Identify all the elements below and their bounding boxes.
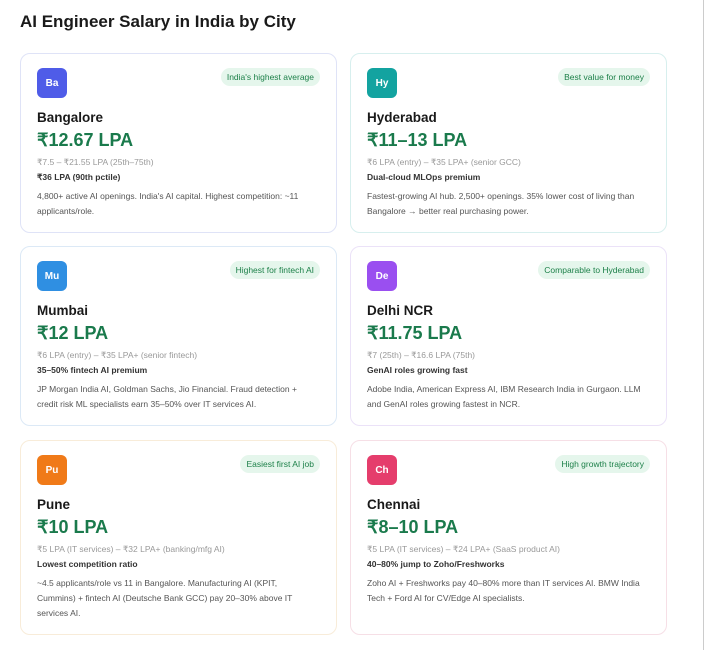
highlight: GenAI roles growing fast [367,365,468,375]
description: Adobe India, American Express AI, IBM Re… [367,384,641,409]
city-card: Ba India's highest average Bangalore ₹12.67… [20,53,337,233]
salary: ₹11–13 LPA [367,130,468,150]
city-badge: Highest for fintech AI [229,261,320,279]
description: 4,800+ active AI openings. India's AI ca… [37,191,299,216]
city-avatar: Pu [37,455,67,485]
description: Fastest-growing AI hub. 2,500+ openings.… [367,191,635,216]
highlight: ₹36 LPA (90th pctile) [37,172,121,182]
highlight: Dual-cloud MLOps premium [367,172,481,182]
salary-range: ₹6 LPA (entry) – ₹35 LPA+ (senior GCC) [367,157,521,167]
city-avatar: De [367,261,397,291]
city-name: Delhi NCR [367,303,434,318]
salary: ₹11.75 LPA [367,323,463,343]
salary-range: ₹5 LPA (IT services) – ₹24 LPA+ (SaaS pr… [367,544,560,554]
city-badge: High growth trajectory [555,455,650,473]
salary-range: ₹6 LPA (entry) – ₹35 LPA+ (senior fintec… [37,350,198,360]
city-avatar: Mu [37,261,67,291]
city-card: Hy Best value for money Hyderabad ₹11–13 LP… [350,53,667,233]
salary-range: ₹7 (25th) – ₹16.6 LPA (75th) [367,350,475,360]
city-name: Chennai [367,497,421,512]
description: ~4.5 applicants/role vs 11 in Bangalore.… [37,578,293,618]
city-badge: India's highest average [220,68,320,86]
city-name: Bangalore [37,110,104,125]
city-badge: Easiest first AI job [240,455,320,473]
salary-range: ₹5 LPA (IT services) – ₹32 LPA+ (banking… [37,544,225,554]
salary: ₹10 LPA [37,517,109,537]
city-avatar: Hy [367,68,397,98]
city-card: Ch High growth trajectory Chennai ₹8–10 LPA… [350,440,667,635]
city-badge: Comparable to Hyderabad [538,261,650,279]
city-card: Pu Easiest first AI job Pune ₹10 LPA ₹5 LPA … [20,440,337,635]
city-avatar: Ba [37,68,67,98]
city-name: Mumbai [37,303,89,318]
city-badge: Best value for money [558,68,650,86]
city-name: Pune [37,497,71,512]
page-title: AI Engineer Salary in India by City [20,12,296,31]
salary-range: ₹7.5 – ₹21.55 LPA (25th–75th) [37,157,154,167]
scrollbar-edge [703,0,704,650]
description: Zoho AI + Freshworks pay 40–80% more tha… [367,578,640,603]
city-card: Mu Highest for fintech AI Mumbai ₹12 LPA ₹6 … [20,246,337,426]
salary: ₹8–10 LPA [367,517,459,537]
salary: ₹12 LPA [37,323,109,343]
city-card: De Comparable to Hyderabad Delhi NCR ₹11.75… [350,246,667,426]
salary: ₹12.67 LPA [37,130,134,150]
highlight: 40–80% jump to Zoho/Freshworks [367,559,505,569]
city-avatar: Ch [367,455,397,485]
highlight: Lowest competition ratio [37,559,138,569]
description: JP Morgan India AI, Goldman Sachs, Jio F… [37,384,297,409]
city-name: Hyderabad [367,110,437,125]
highlight: 35–50% fintech AI premium [37,365,148,375]
